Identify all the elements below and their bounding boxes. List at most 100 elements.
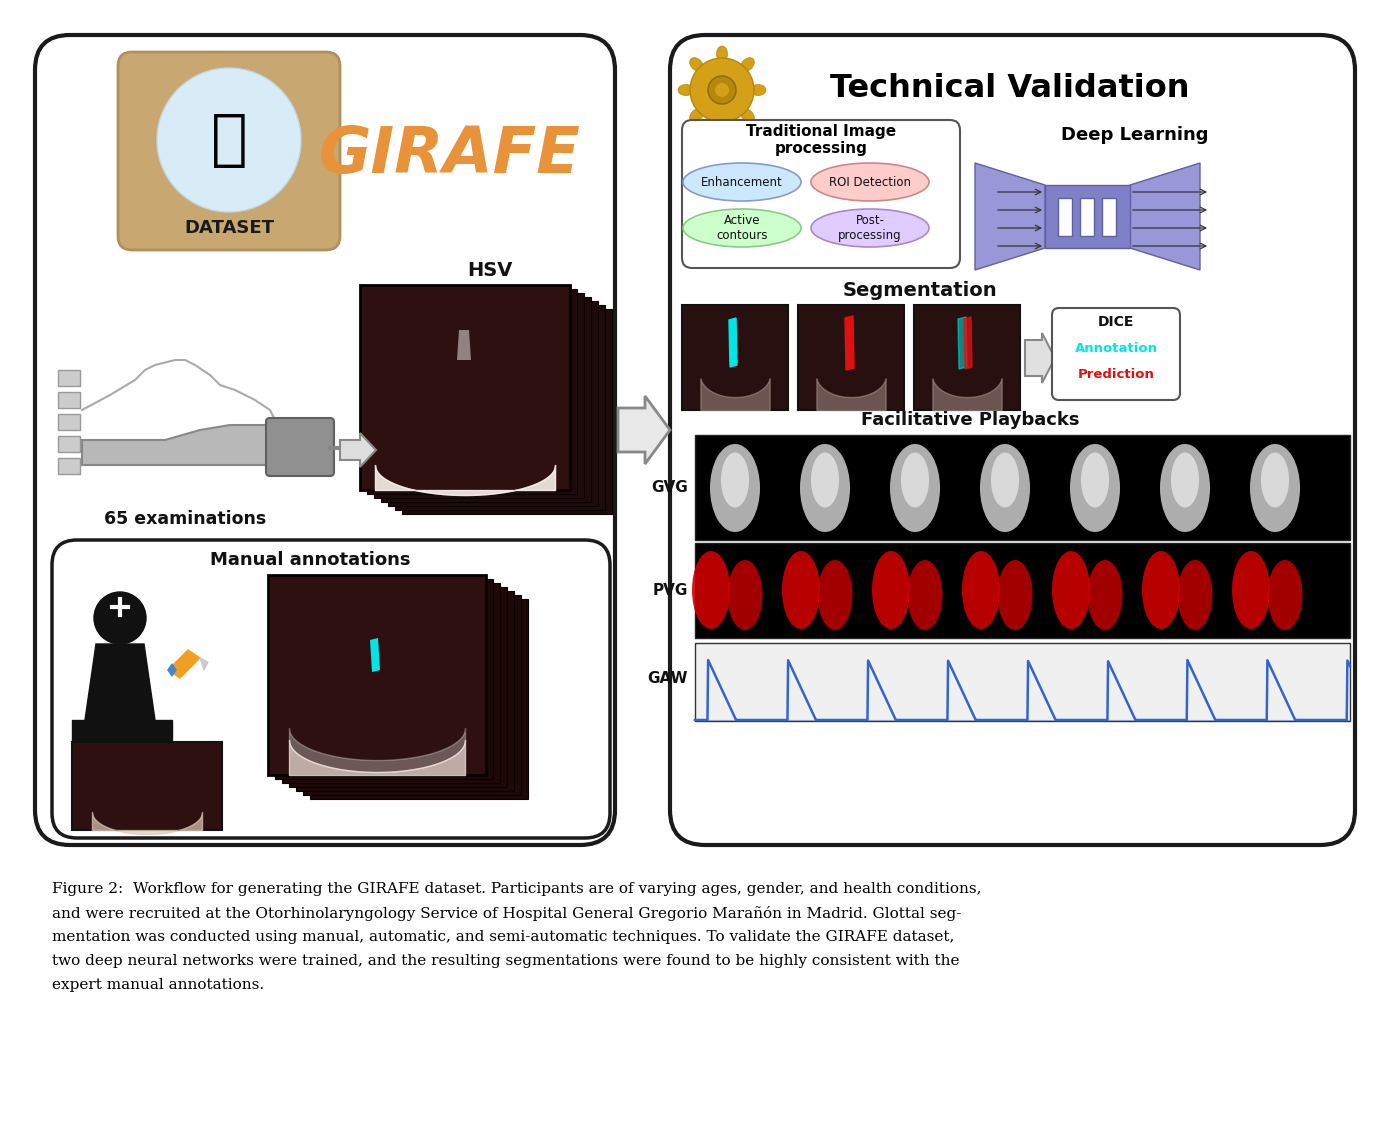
- Bar: [915, 305, 1020, 410]
- Ellipse shape: [727, 560, 762, 630]
- Ellipse shape: [1160, 444, 1210, 531]
- Circle shape: [708, 76, 736, 104]
- Polygon shape: [958, 318, 967, 369]
- Text: Active
contours: Active contours: [716, 214, 768, 242]
- Bar: [58, 414, 81, 430]
- FancyBboxPatch shape: [682, 119, 960, 269]
- Circle shape: [94, 592, 146, 644]
- Ellipse shape: [750, 84, 766, 96]
- Text: Post-
processing: Post- processing: [838, 214, 902, 242]
- Bar: [58, 436, 81, 452]
- FancyBboxPatch shape: [51, 541, 609, 838]
- Bar: [275, 579, 493, 780]
- Bar: [58, 370, 81, 386]
- Ellipse shape: [683, 163, 801, 201]
- Text: GVG: GVG: [651, 479, 688, 495]
- Polygon shape: [168, 650, 200, 678]
- Ellipse shape: [811, 163, 929, 201]
- Bar: [359, 284, 570, 490]
- Polygon shape: [1045, 185, 1130, 248]
- Text: 65 examinations: 65 examinations: [104, 510, 266, 528]
- Ellipse shape: [711, 444, 761, 531]
- Text: Figure 2:  Workflow for generating the GIRAFE dataset. Participants are of varyi: Figure 2: Workflow for generating the GI…: [51, 882, 981, 896]
- Ellipse shape: [890, 444, 940, 531]
- Text: Segmentation: Segmentation: [843, 280, 998, 299]
- Text: and were recruited at the Otorhinolaryngology Service of Hospital General Gregor: and were recruited at the Otorhinolaryng…: [51, 906, 962, 921]
- Bar: [58, 457, 81, 475]
- Ellipse shape: [716, 46, 727, 61]
- Bar: [695, 643, 1351, 721]
- Text: Enhancement: Enhancement: [701, 175, 783, 189]
- Polygon shape: [85, 644, 155, 720]
- Text: Technical Validation: Technical Validation: [830, 73, 1190, 104]
- Polygon shape: [1130, 163, 1201, 270]
- Polygon shape: [168, 663, 176, 676]
- Bar: [303, 595, 520, 795]
- Polygon shape: [200, 658, 208, 670]
- Polygon shape: [965, 318, 972, 369]
- Bar: [72, 742, 222, 830]
- Text: mentation was conducted using manual, automatic, and semi-automatic techniques. : mentation was conducted using manual, au…: [51, 930, 955, 945]
- Bar: [296, 591, 514, 791]
- Text: Manual annotations: Manual annotations: [210, 551, 411, 569]
- Circle shape: [715, 83, 729, 97]
- Ellipse shape: [1052, 551, 1090, 629]
- Polygon shape: [457, 330, 471, 360]
- Polygon shape: [82, 424, 285, 465]
- Ellipse shape: [1233, 551, 1270, 629]
- Ellipse shape: [690, 58, 704, 72]
- FancyBboxPatch shape: [35, 35, 615, 846]
- Bar: [268, 575, 486, 775]
- Circle shape: [690, 58, 754, 122]
- FancyBboxPatch shape: [670, 35, 1355, 846]
- Text: DATASET: DATASET: [185, 218, 273, 237]
- Ellipse shape: [683, 209, 801, 247]
- Text: two deep neural networks were trained, and the resulting segmentations were foun: two deep neural networks were trained, a…: [51, 954, 959, 968]
- Text: Facilitative Playbacks: Facilitative Playbacks: [861, 411, 1080, 429]
- Ellipse shape: [818, 560, 852, 630]
- Bar: [373, 292, 584, 498]
- Ellipse shape: [980, 444, 1030, 531]
- Bar: [1102, 198, 1116, 236]
- Polygon shape: [1024, 333, 1055, 384]
- Bar: [1080, 198, 1094, 236]
- Bar: [380, 297, 591, 502]
- Polygon shape: [340, 432, 376, 467]
- Ellipse shape: [720, 453, 750, 508]
- Ellipse shape: [1262, 453, 1289, 508]
- Ellipse shape: [1171, 453, 1199, 508]
- Ellipse shape: [1177, 560, 1213, 630]
- Text: PVG: PVG: [652, 583, 688, 597]
- Ellipse shape: [1142, 551, 1180, 629]
- Text: HSV: HSV: [468, 261, 512, 280]
- Bar: [282, 583, 500, 783]
- FancyBboxPatch shape: [118, 52, 340, 250]
- Bar: [1058, 198, 1072, 236]
- Text: Traditional Image
processing: Traditional Image processing: [745, 124, 897, 156]
- Polygon shape: [371, 638, 380, 673]
- Ellipse shape: [1267, 560, 1302, 630]
- Bar: [403, 310, 612, 514]
- Bar: [72, 720, 172, 740]
- Text: Annotation: Annotation: [1074, 341, 1158, 355]
- Text: GIRAFE: GIRAFE: [319, 124, 582, 185]
- Ellipse shape: [693, 551, 730, 629]
- Polygon shape: [729, 318, 737, 366]
- Bar: [396, 305, 605, 510]
- Ellipse shape: [811, 209, 929, 247]
- Ellipse shape: [690, 108, 704, 122]
- Polygon shape: [618, 396, 670, 464]
- Text: GAW: GAW: [647, 670, 688, 685]
- Text: DICE: DICE: [1098, 315, 1134, 329]
- Ellipse shape: [1081, 453, 1109, 508]
- Ellipse shape: [998, 560, 1033, 630]
- Ellipse shape: [991, 453, 1019, 508]
- Bar: [798, 305, 904, 410]
- Bar: [695, 435, 1351, 541]
- Ellipse shape: [1251, 444, 1301, 531]
- Bar: [58, 391, 81, 409]
- Polygon shape: [845, 316, 854, 370]
- Bar: [366, 289, 577, 494]
- Ellipse shape: [1088, 560, 1123, 630]
- Text: Deep Learning: Deep Learning: [1062, 126, 1209, 145]
